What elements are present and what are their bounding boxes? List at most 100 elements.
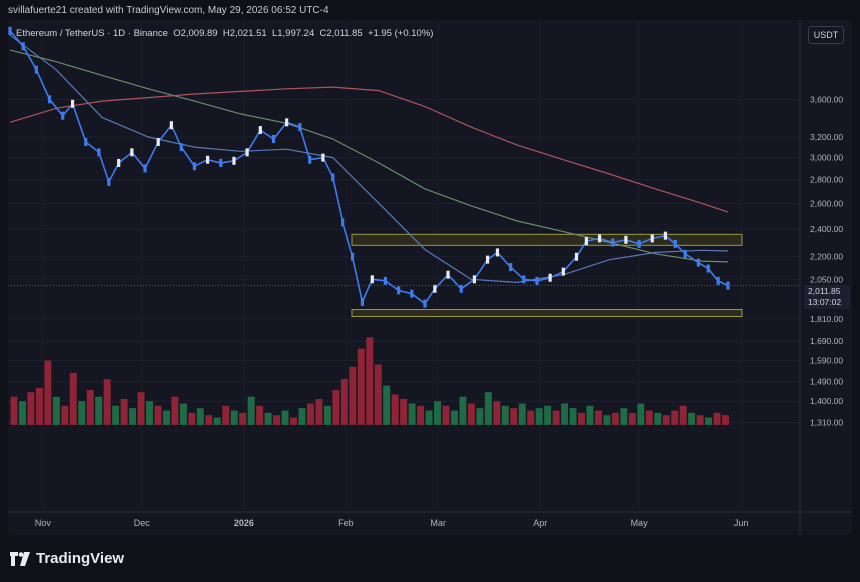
volume-bar	[722, 415, 729, 425]
candle	[61, 111, 65, 120]
volume-bar	[391, 394, 399, 425]
tradingview-logo[interactable]: TradingView	[10, 550, 124, 567]
volume-bar	[323, 405, 331, 425]
volume-bar	[27, 392, 35, 425]
volume-bar	[349, 366, 357, 425]
x-tick-label: Apr	[533, 518, 547, 528]
volume-bar	[357, 348, 365, 425]
x-tick-label: Nov	[35, 518, 52, 528]
high-value: H2,021.51	[222, 28, 267, 39]
volume-bar	[544, 405, 552, 425]
volume-bar	[230, 410, 238, 425]
volume-bar	[417, 405, 425, 425]
tradingview-logo-icon	[10, 551, 30, 566]
chart-area[interactable]: Nov Dec 2026 Feb Mar Apr May Jun 3,600.00 3,200.0…	[8, 20, 852, 535]
candle	[271, 134, 276, 143]
y-tick-label: 1,810.00	[810, 314, 843, 324]
footer: TradingView	[0, 540, 860, 582]
volume-bar	[103, 379, 111, 425]
volume-bar	[654, 412, 662, 425]
volume-bar	[86, 389, 94, 425]
volume-bar	[552, 410, 560, 425]
volume-bar	[188, 412, 196, 425]
volume-bar	[578, 412, 585, 425]
volume-bar	[35, 387, 43, 425]
volume-bar	[196, 408, 204, 425]
x-tick-label: Dec	[134, 518, 151, 528]
candle	[522, 275, 526, 284]
price-chart[interactable]: Nov Dec 2026 Feb Mar Apr May Jun 3,600.00 3,200.0…	[8, 20, 852, 535]
volume-bar	[535, 408, 543, 425]
volume-bar	[501, 405, 509, 425]
volume-bar	[281, 410, 289, 425]
volume-bar	[298, 408, 306, 425]
volume-bar	[213, 417, 221, 425]
candle	[624, 235, 628, 244]
volume-bar	[493, 401, 501, 425]
volume-bar	[69, 372, 77, 425]
moving-average-line	[9, 34, 729, 284]
last-price-tag: 2,011.85 13:07:02	[804, 285, 850, 309]
candle	[397, 286, 401, 295]
candle	[673, 239, 677, 248]
moving-average-line	[9, 49, 729, 263]
candle	[663, 231, 668, 240]
volume-bar	[679, 405, 687, 425]
candle	[548, 273, 552, 282]
volume-bar	[442, 405, 450, 425]
candle	[258, 126, 262, 135]
x-tick-label: 2026	[234, 518, 254, 528]
volume-bar	[239, 412, 247, 425]
header: svillafuerte21 created with TradingView.…	[0, 0, 860, 20]
volume-bar	[586, 405, 594, 425]
volume-bar	[61, 405, 69, 425]
candle	[650, 234, 654, 243]
candle	[611, 238, 615, 247]
y-tick-label: 1,400.00	[810, 396, 843, 406]
candle	[472, 275, 476, 284]
volume-bar	[620, 408, 628, 425]
y-tick-label: 3,000.00	[810, 153, 843, 163]
volume-bar	[383, 385, 391, 425]
candle	[8, 26, 12, 35]
volume-bar	[366, 337, 374, 425]
volume-bar	[518, 403, 526, 425]
candle	[350, 252, 355, 261]
volume-bar	[696, 415, 704, 425]
candle	[169, 121, 173, 130]
candle	[696, 258, 700, 267]
volume-bar	[450, 410, 458, 425]
candle	[410, 289, 414, 298]
y-tick-label: 2,050.00	[810, 274, 843, 284]
candle	[423, 299, 427, 308]
volume-bar	[713, 412, 721, 425]
volume-bar	[78, 401, 86, 425]
credit-text: svillafuerte21 created with TradingView.…	[8, 5, 329, 16]
symbol-legend: Ethereum / TetherUS · 1D · Binance O2,00…	[16, 28, 433, 39]
volume-bar	[611, 412, 619, 425]
candle	[370, 275, 374, 284]
volume-bar	[44, 360, 52, 425]
support-resistance-zone	[351, 233, 743, 246]
volume-bar	[671, 410, 679, 425]
volume-bar	[637, 403, 645, 425]
candle	[97, 148, 101, 157]
x-tick-label: Mar	[430, 518, 446, 528]
support-resistance-zone	[351, 309, 743, 317]
y-tick-label: 1,690.00	[810, 336, 843, 346]
candle	[597, 234, 602, 243]
volume-bar	[154, 405, 162, 425]
volume-bar	[569, 408, 577, 425]
candle	[321, 153, 325, 162]
candle	[143, 164, 147, 173]
volume-bar	[171, 396, 179, 425]
symbol-name[interactable]: Ethereum / TetherUS · 1D · Binance	[16, 28, 168, 39]
volume-bar	[264, 412, 272, 425]
open-value: O2,009.89	[173, 28, 218, 39]
volume-bar	[425, 410, 433, 425]
currency-button[interactable]: USDT	[808, 26, 844, 44]
close-value: C2,011.85	[319, 28, 363, 39]
volume-bar	[645, 410, 653, 425]
volume-bar	[594, 410, 602, 425]
y-tick-label: 1,490.00	[810, 376, 843, 386]
